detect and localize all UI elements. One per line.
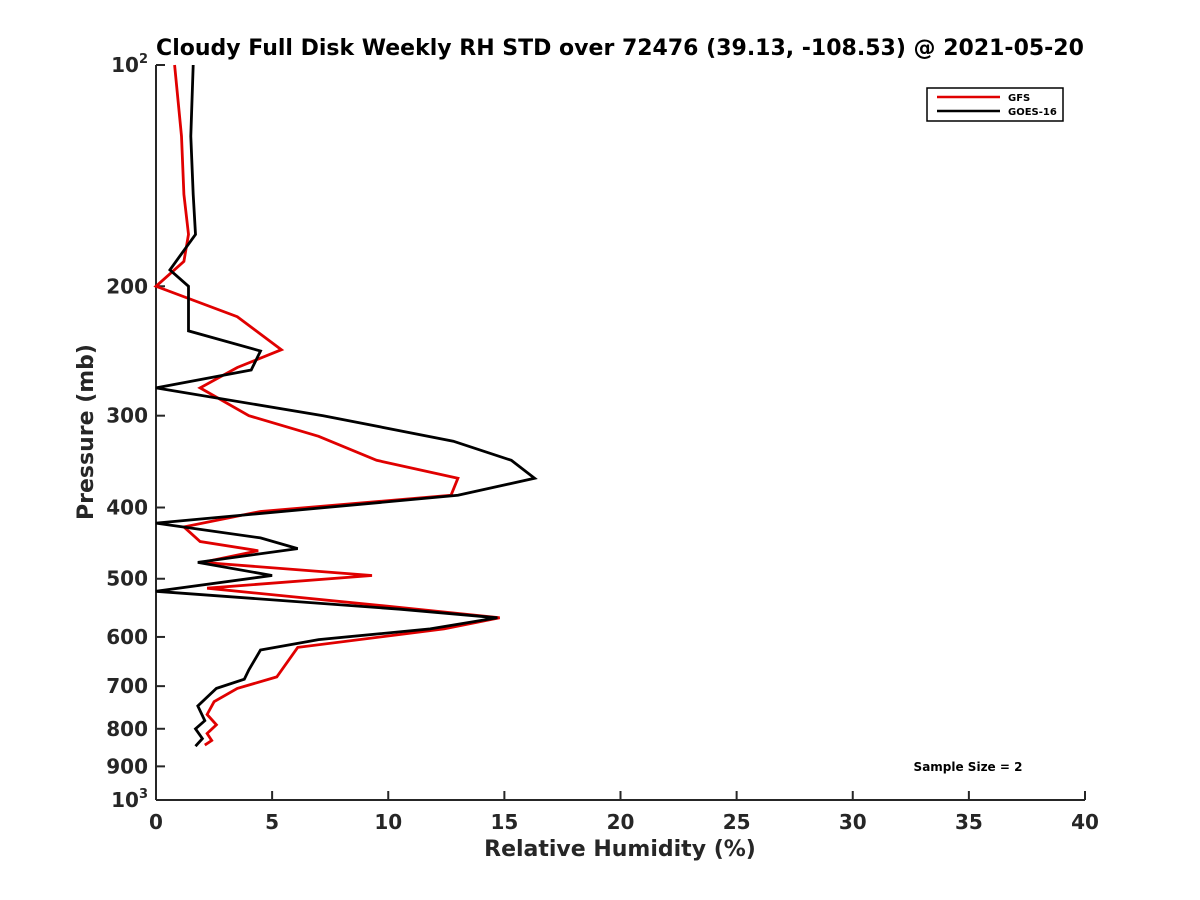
- x-tick-label: 15: [490, 810, 518, 834]
- y-axis-label: Pressure (mb): [74, 344, 99, 520]
- x-tick-label: 20: [607, 810, 635, 834]
- y-tick-label: 103: [111, 787, 148, 812]
- legend-label-goes16: GOES-16: [1008, 107, 1057, 118]
- x-axis-label: Relative Humidity (%): [484, 837, 756, 862]
- y-tick-label: 200: [106, 274, 148, 298]
- series-line-gfs: [153, 64, 500, 747]
- series-group: [153, 64, 538, 748]
- legend: GFS GOES-16: [926, 87, 1064, 122]
- y-tick-label: 300: [106, 404, 148, 428]
- chart-title: Cloudy Full Disk Weekly RH STD over 7247…: [156, 36, 1084, 61]
- y-tick-label: 102: [111, 52, 148, 77]
- y-tick-label: 900: [106, 754, 148, 778]
- y-tick-label: 400: [106, 496, 148, 520]
- y-ticks: 102 200 300 400 500 600 700 800 900 103: [106, 52, 165, 812]
- x-tick-label: 5: [265, 810, 279, 834]
- legend-label-gfs: GFS: [1008, 93, 1030, 104]
- y-tick-label: 600: [106, 625, 148, 649]
- x-ticks: 0 5 10 15 20 25 30 35 40: [149, 791, 1099, 834]
- plot-area: 0 5 10 15 20 25 30 35 40 102 200 300 400 500 600 700 80…: [106, 52, 1099, 834]
- x-tick-label: 25: [723, 810, 751, 834]
- x-tick-label: 0: [149, 810, 163, 834]
- y-tick-label: 500: [106, 567, 148, 591]
- x-tick-label: 10: [374, 810, 402, 834]
- series-line-goes16: [155, 64, 538, 748]
- legend-box: [926, 87, 1064, 122]
- y-tick-label: 800: [106, 717, 148, 741]
- sample-size-annotation: Sample Size = 2: [914, 760, 1023, 774]
- x-tick-label: 35: [955, 810, 983, 834]
- x-tick-label: 30: [839, 810, 867, 834]
- y-tick-label: 700: [106, 674, 148, 698]
- x-tick-label: 40: [1071, 810, 1099, 834]
